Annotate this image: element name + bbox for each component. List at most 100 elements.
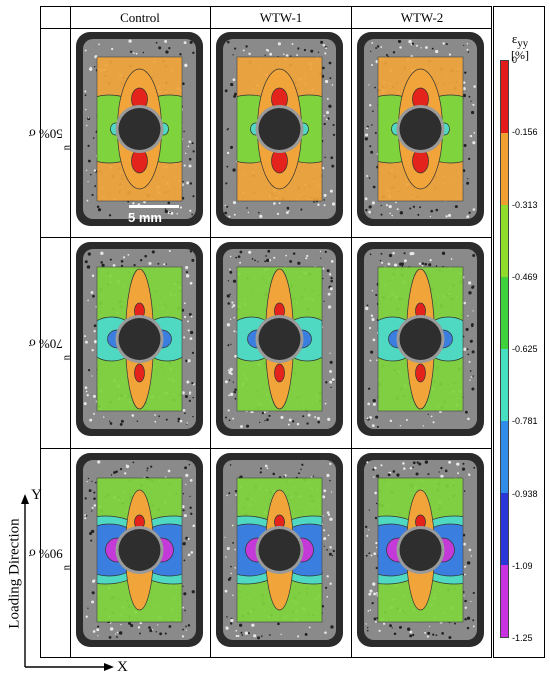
speckle-dot bbox=[326, 110, 330, 115]
speckle-dot bbox=[130, 624, 134, 628]
speckle-dot bbox=[468, 95, 471, 98]
speckle-dot bbox=[187, 553, 191, 557]
speckle-dot bbox=[225, 182, 228, 185]
panel-wtw2-70 bbox=[356, 241, 485, 437]
speckle-dot bbox=[187, 359, 191, 363]
speckle-dot bbox=[420, 47, 422, 49]
speckle-dot bbox=[133, 52, 135, 54]
speckle-dot bbox=[84, 94, 87, 97]
speckle-dot bbox=[146, 467, 149, 470]
speckle-dot bbox=[97, 208, 102, 212]
speckle-dot bbox=[187, 320, 189, 323]
speckle-dot bbox=[259, 421, 261, 424]
speckle-dot bbox=[322, 267, 325, 270]
speckle-dot bbox=[292, 420, 295, 423]
speckle-dot bbox=[424, 460, 429, 464]
speckle-dot bbox=[375, 566, 378, 570]
speckle-dot bbox=[266, 467, 269, 470]
speckle-dot bbox=[376, 425, 379, 428]
speckle-dot bbox=[97, 625, 100, 628]
speckle-dot bbox=[139, 259, 143, 262]
speckle-dot bbox=[473, 131, 476, 134]
speckle-dot bbox=[310, 49, 314, 53]
speckle-dot bbox=[226, 165, 229, 168]
speckle-dot bbox=[187, 537, 190, 540]
speckle-dot bbox=[369, 50, 372, 53]
speckle-dot bbox=[327, 292, 331, 296]
speckle-dot bbox=[91, 591, 95, 595]
speckle-dot bbox=[375, 47, 378, 49]
center-hole bbox=[399, 318, 442, 360]
grid-divider bbox=[41, 448, 491, 449]
speckle-dot bbox=[224, 211, 228, 215]
speckle-dot bbox=[86, 480, 88, 483]
speckle-dot bbox=[109, 627, 114, 631]
speckle-dot bbox=[329, 582, 332, 585]
speckle-dot bbox=[327, 534, 330, 537]
speckle-dot bbox=[454, 205, 458, 209]
speckle-dot bbox=[466, 561, 471, 565]
speckle-dot bbox=[119, 423, 123, 426]
speckle-dot bbox=[86, 394, 89, 397]
speckle-dot bbox=[375, 541, 378, 545]
speckle-dot bbox=[184, 466, 188, 470]
speckle-dot bbox=[424, 262, 427, 266]
speckle-dot bbox=[328, 104, 332, 108]
speckle-dot bbox=[230, 343, 232, 346]
speckle-dot bbox=[442, 42, 445, 45]
colorbar-tick-label: -0.938 bbox=[512, 488, 538, 499]
speckle-dot bbox=[325, 118, 328, 121]
speckle-dot bbox=[150, 465, 153, 468]
speckle-dot bbox=[473, 466, 476, 469]
speckle-dot bbox=[435, 265, 438, 267]
speckle-dot bbox=[331, 202, 336, 206]
speckle-dot bbox=[185, 629, 187, 631]
speckle-dot bbox=[110, 474, 113, 476]
speckle-dot bbox=[288, 418, 292, 422]
speckle-dot bbox=[368, 177, 371, 179]
speckle-dot bbox=[276, 212, 280, 215]
speckle-dot bbox=[418, 262, 422, 265]
speckle-dot bbox=[90, 539, 93, 542]
speckle-dot bbox=[96, 628, 100, 632]
speckle-dot bbox=[119, 468, 123, 471]
speckle-dot bbox=[409, 634, 413, 638]
speckle-dot bbox=[373, 592, 377, 596]
speckle-dot bbox=[380, 464, 383, 467]
speckle-dot bbox=[409, 630, 413, 634]
speckle-dot bbox=[182, 585, 184, 587]
speckle-dot bbox=[164, 632, 167, 635]
speckle-dot bbox=[91, 510, 93, 512]
speckle-dot bbox=[269, 52, 273, 56]
speckle-dot bbox=[124, 472, 127, 475]
speckle-dot bbox=[95, 305, 97, 308]
panel-wtw1-50 bbox=[215, 31, 344, 227]
speckle-dot bbox=[467, 473, 470, 475]
speckle-dot bbox=[87, 368, 91, 372]
speckle-dot bbox=[87, 477, 90, 480]
speckle-dot bbox=[185, 359, 188, 363]
speckle-dot bbox=[317, 203, 320, 207]
speckle-dot bbox=[369, 253, 372, 256]
speckle-dot bbox=[373, 476, 375, 478]
speckle-dot bbox=[306, 422, 309, 425]
speckle-dot bbox=[408, 39, 412, 44]
speckle-dot bbox=[280, 415, 284, 419]
speckle-dot bbox=[232, 304, 236, 307]
speckle-dot bbox=[397, 39, 402, 44]
speckle-dot bbox=[368, 529, 370, 531]
speckle-dot bbox=[84, 386, 88, 390]
speckle-dot bbox=[191, 382, 194, 385]
speckle-dot bbox=[375, 474, 380, 478]
speckle-dot bbox=[127, 621, 132, 625]
speckle-dot bbox=[380, 252, 383, 255]
speckle-dot bbox=[373, 617, 377, 621]
speckle-dot bbox=[323, 529, 326, 532]
legend: εyy [%] bbox=[493, 6, 545, 658]
colorbar-tick-label: -1.25 bbox=[512, 633, 533, 643]
speckle-dot bbox=[85, 390, 88, 393]
speckle-dot bbox=[391, 214, 393, 217]
speckle-dot bbox=[467, 178, 469, 180]
speckle-dot bbox=[376, 546, 378, 549]
speckle-dot bbox=[464, 617, 467, 621]
